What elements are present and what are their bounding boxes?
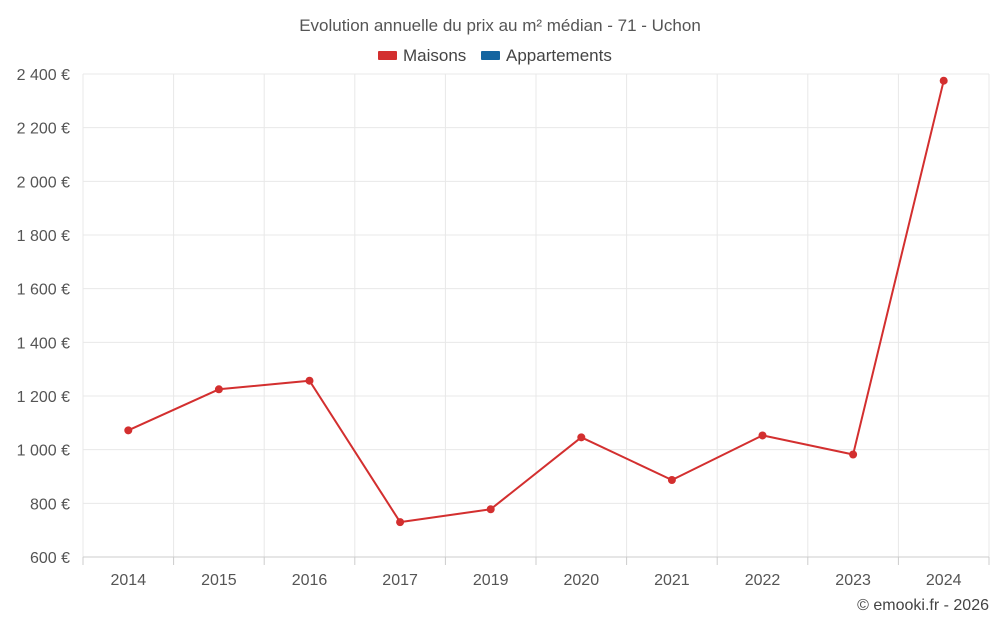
y-tick-label: 1 600 € [17, 282, 70, 299]
x-tick-label: 2017 [382, 572, 418, 589]
x-tick-label: 2023 [835, 572, 871, 589]
legend-swatch-appartements[interactable] [481, 51, 500, 60]
credit-text: © emooki.fr - 2026 [857, 597, 989, 614]
data-point[interactable] [849, 450, 858, 459]
x-axis: 2014 2015 2016 2017 2019 2020 2021 2022 2023 2024 [82, 556, 990, 589]
data-point[interactable] [124, 426, 133, 435]
chart-title: Evolution annuelle du prix au m² médian … [299, 16, 701, 35]
x-tick-label: 2021 [654, 572, 690, 589]
y-tick-label: 1 200 € [17, 389, 70, 406]
data-point[interactable] [939, 76, 948, 85]
data-point[interactable] [486, 505, 495, 514]
y-tick-label: 2 400 € [17, 67, 70, 84]
x-tick-label: 2024 [926, 572, 962, 589]
x-tick-label: 2020 [564, 572, 600, 589]
y-tick-label: 2 000 € [17, 174, 70, 191]
y-tick-label: 600 € [30, 550, 70, 567]
y-tick-label: 1 000 € [17, 443, 70, 460]
data-point[interactable] [214, 385, 223, 394]
data-point[interactable] [577, 433, 586, 442]
data-point[interactable] [758, 431, 767, 440]
x-tick-label: 2014 [111, 572, 147, 589]
legend-label-maisons[interactable]: Maisons [403, 46, 466, 65]
x-tick-label: 2015 [201, 572, 237, 589]
legend-label-appartements[interactable]: Appartements [506, 46, 612, 65]
legend: Maisons Appartements [378, 46, 612, 65]
y-tick-label: 1 400 € [17, 335, 70, 352]
legend-swatch-maisons[interactable] [378, 51, 397, 60]
data-point[interactable] [305, 376, 314, 385]
x-tick-label: 2016 [292, 572, 328, 589]
grid [82, 73, 990, 557]
data-point[interactable] [667, 475, 676, 484]
series [124, 76, 948, 527]
y-tick-label: 800 € [30, 496, 70, 513]
series-line-maisons[interactable] [127, 80, 945, 524]
x-tick-label: 2019 [473, 572, 509, 589]
y-tick-label: 2 200 € [17, 121, 70, 138]
y-axis: 600 € 800 € 1 000 € 1 200 € 1 400 € 1 600 € 1 … [17, 67, 70, 567]
x-tick-label: 2022 [745, 572, 781, 589]
y-tick-label: 1 800 € [17, 228, 70, 245]
data-point[interactable] [396, 518, 405, 527]
